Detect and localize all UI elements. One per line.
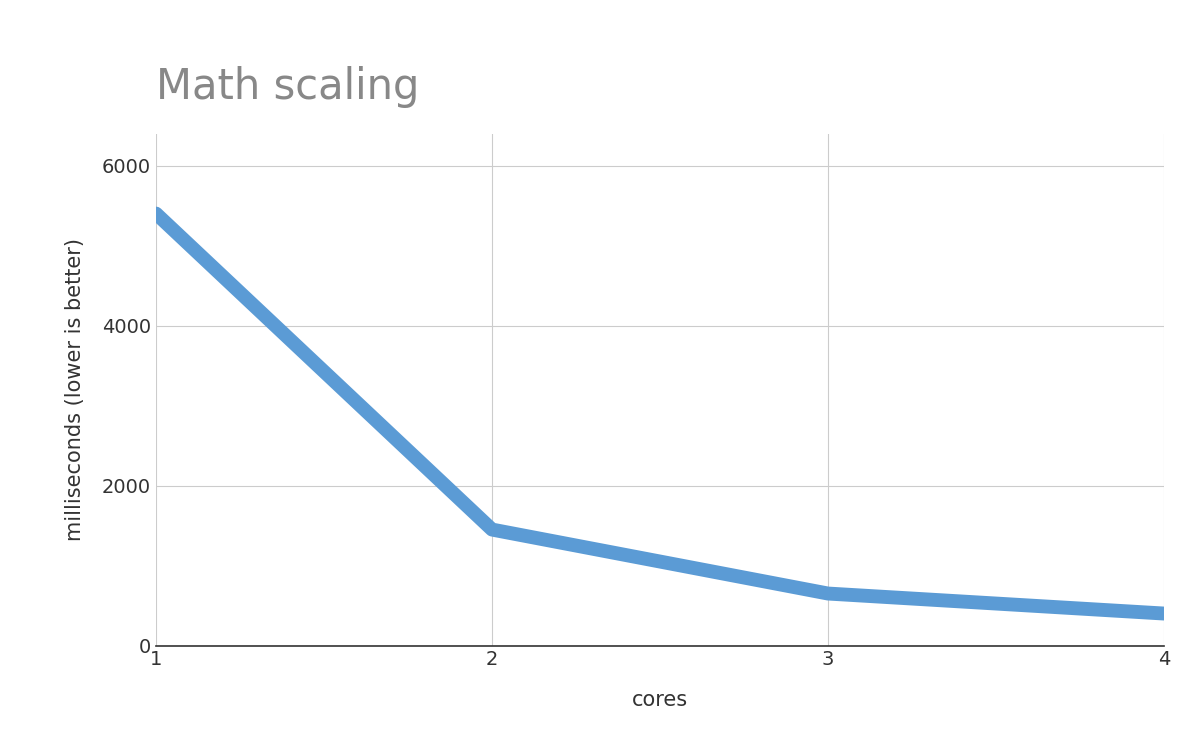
Text: Math scaling: Math scaling (156, 66, 419, 108)
Y-axis label: milliseconds (lower is better): milliseconds (lower is better) (65, 238, 85, 541)
X-axis label: cores: cores (632, 690, 688, 710)
